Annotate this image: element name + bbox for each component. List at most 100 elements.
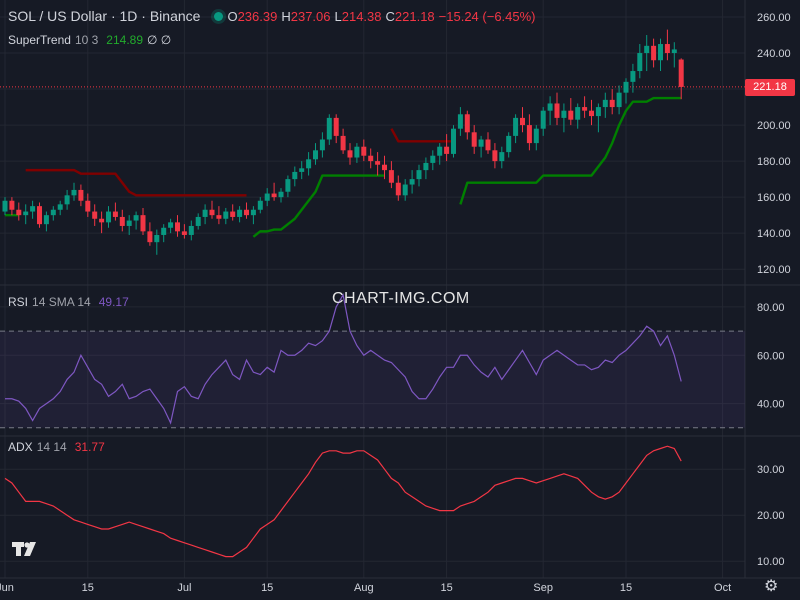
candle-body	[230, 211, 236, 217]
rsi-params: 14 SMA 14	[32, 295, 91, 309]
candle-body	[361, 146, 367, 156]
candle-body	[395, 182, 401, 196]
price-axis[interactable]: 120.00140.00160.00180.00200.00220.00240.…	[757, 12, 791, 568]
candle-body	[147, 231, 153, 243]
candle-body	[16, 209, 22, 216]
candle-body	[133, 215, 139, 221]
candle-body	[43, 215, 49, 225]
candle-body	[602, 99, 608, 108]
low-value: 214.38	[341, 9, 382, 24]
candle-body	[630, 71, 636, 82]
y-tick-label: 10.00	[757, 556, 785, 568]
adx-pane	[4, 445, 682, 558]
supertrend-value: 214.89	[106, 33, 143, 47]
supertrend-name: SuperTrend	[8, 33, 71, 47]
candle-body	[244, 209, 249, 216]
x-tick-label: Jun	[0, 582, 14, 594]
candle-body	[333, 117, 339, 136]
candle-body	[457, 114, 463, 129]
candle-body	[368, 155, 374, 162]
low-label: L	[334, 9, 342, 24]
rsi-line	[5, 293, 682, 425]
candle-body	[37, 206, 42, 225]
candle-body	[237, 209, 243, 217]
candle-body	[671, 49, 677, 54]
y-tick-label: 30.00	[757, 464, 785, 476]
rsi-value: 49.17	[98, 295, 129, 309]
candle-body	[409, 179, 415, 185]
candle-body	[658, 44, 663, 61]
time-axis[interactable]: Jun 15 Jul 15 Aug 15 Sep 15 Oct	[0, 582, 731, 594]
candle-body	[437, 146, 443, 156]
candle-body	[678, 59, 684, 87]
market-status-icon	[214, 12, 224, 21]
symbol-legend: SOL / US Dollar · 1D · Binance O236.39 H23…	[8, 8, 540, 24]
supertrend-up-line	[252, 174, 385, 238]
price-pane	[0, 29, 745, 255]
candle-body	[485, 139, 491, 151]
x-tick-label: Aug	[354, 582, 374, 594]
candle-body	[382, 164, 387, 171]
x-tick-label: 15	[620, 582, 632, 594]
rsi-band-fill	[0, 331, 745, 428]
pane-separators	[0, 0, 800, 579]
x-tick-label: Sep	[533, 582, 553, 594]
y-tick-label: 20.00	[757, 510, 785, 522]
adx-params: 14 14	[36, 440, 67, 454]
x-tick-label: Oct	[714, 582, 731, 594]
y-tick-label: 200.00	[757, 120, 791, 132]
candle-body	[554, 103, 560, 118]
x-tick-label: 15	[261, 582, 273, 594]
y-tick-label: 80.00	[757, 302, 785, 314]
candle-body	[271, 193, 277, 198]
candle-body	[651, 45, 657, 61]
candle-body	[540, 110, 546, 129]
candle-body	[561, 110, 567, 118]
candle-body	[2, 200, 8, 212]
candle-body	[188, 225, 194, 235]
y-tick-label: 180.00	[757, 156, 791, 168]
candle-body	[223, 211, 229, 219]
candle-body	[57, 204, 63, 210]
candle-body	[64, 195, 70, 205]
candle-body	[520, 117, 525, 126]
adx-value: 31.77	[74, 440, 105, 454]
candle-body	[299, 168, 305, 172]
supertrend-legend[interactable]: SuperTrend 10 3 214.89 ∅ ∅	[8, 33, 175, 47]
candle-body	[589, 110, 594, 117]
candle-body	[257, 200, 263, 210]
candle-body	[595, 107, 601, 117]
candle-body	[623, 81, 629, 93]
candle-body	[313, 150, 318, 160]
candle-body	[319, 139, 325, 151]
candle-body	[471, 132, 477, 147]
candle-body	[513, 117, 519, 136]
candle-body	[181, 231, 187, 235]
candle-body	[375, 161, 381, 165]
candle-body	[664, 44, 670, 54]
candle-body	[71, 189, 77, 196]
candle-body	[478, 139, 484, 147]
candle-body	[575, 107, 581, 120]
candle-body	[175, 222, 180, 232]
candle-body	[644, 45, 650, 54]
candle-body	[492, 150, 498, 162]
y-tick-label: 120.00	[757, 264, 791, 276]
candle-body	[547, 103, 553, 111]
symbol-title[interactable]: SOL / US Dollar · 1D · Binance	[8, 8, 201, 24]
candle-body	[637, 53, 643, 72]
candle-body	[92, 211, 98, 219]
tradingview-logo-icon[interactable]	[12, 540, 40, 560]
y-tick-label: 240.00	[757, 48, 791, 60]
supertrend-extra: ∅ ∅	[147, 33, 172, 47]
y-tick-label: 160.00	[757, 192, 791, 204]
adx-legend[interactable]: ADX 14 14 31.77	[8, 440, 109, 454]
candle-body	[533, 128, 539, 144]
candle-body	[423, 162, 429, 171]
last-price-badge: 221.18	[745, 78, 795, 96]
supertrend-down-line	[390, 128, 454, 143]
candle-body	[209, 209, 215, 216]
gear-icon[interactable]: ⚙	[764, 578, 779, 595]
rsi-legend[interactable]: RSI 14 SMA 14 49.17	[8, 295, 133, 309]
